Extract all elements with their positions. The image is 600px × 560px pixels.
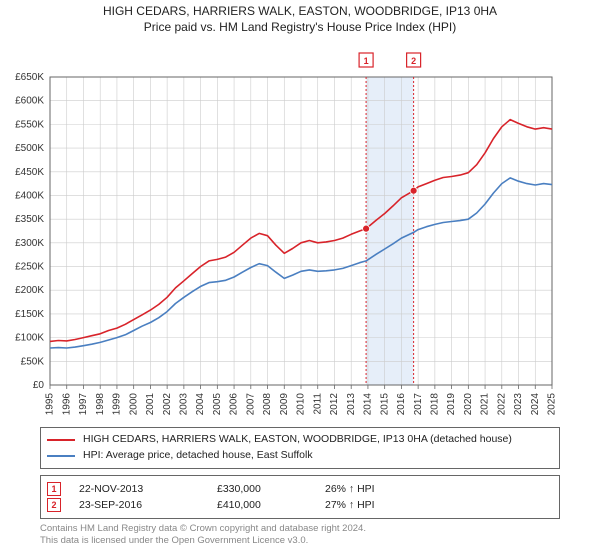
svg-text:1: 1 bbox=[364, 56, 369, 66]
svg-text:2005: 2005 bbox=[212, 393, 223, 416]
svg-text:£0: £0 bbox=[33, 380, 45, 391]
svg-text:£500K: £500K bbox=[15, 143, 44, 154]
legend: HIGH CEDARS, HARRIERS WALK, EASTON, WOOD… bbox=[40, 427, 560, 469]
event-price: £410,000 bbox=[217, 499, 307, 511]
svg-text:£300K: £300K bbox=[15, 238, 44, 249]
footer-line2: This data is licensed under the Open Gov… bbox=[40, 535, 600, 547]
svg-text:2000: 2000 bbox=[128, 393, 139, 416]
events-table: 1 22-NOV-2013 £330,000 26% ↑ HPI 2 23-SEP-201… bbox=[40, 475, 560, 519]
svg-text:£150K: £150K bbox=[15, 309, 44, 320]
event-pct: 27% ↑ HPI bbox=[325, 499, 375, 511]
svg-text:2012: 2012 bbox=[329, 393, 340, 416]
legend-label: HPI: Average price, detached house, East… bbox=[83, 448, 313, 464]
svg-text:£100K: £100K bbox=[15, 333, 44, 344]
svg-text:2014: 2014 bbox=[363, 393, 374, 416]
line-chart: £0 £50K £100K £150K £200K £250K £300K £350K £400… bbox=[0, 41, 560, 421]
svg-text:1997: 1997 bbox=[78, 393, 89, 416]
chart-area: £0 £50K £100K £150K £200K £250K £300K £350K £400… bbox=[0, 41, 560, 421]
svg-text:£650K: £650K bbox=[15, 72, 44, 83]
svg-text:2009: 2009 bbox=[279, 393, 290, 416]
legend-row: HIGH CEDARS, HARRIERS WALK, EASTON, WOOD… bbox=[47, 432, 553, 448]
event-date: 23-SEP-2016 bbox=[79, 499, 199, 511]
title-address: HIGH CEDARS, HARRIERS WALK, EASTON, WOOD… bbox=[0, 4, 600, 20]
svg-text:2025: 2025 bbox=[547, 393, 558, 416]
svg-text:2019: 2019 bbox=[446, 393, 457, 416]
event-marker: 1 bbox=[47, 482, 61, 496]
svg-text:2024: 2024 bbox=[530, 393, 541, 416]
svg-text:2003: 2003 bbox=[179, 393, 190, 416]
svg-text:2004: 2004 bbox=[195, 393, 206, 416]
event-row: 2 23-SEP-2016 £410,000 27% ↑ HPI bbox=[47, 498, 553, 512]
svg-text:2016: 2016 bbox=[396, 393, 407, 416]
svg-text:2010: 2010 bbox=[296, 393, 307, 416]
legend-label: HIGH CEDARS, HARRIERS WALK, EASTON, WOOD… bbox=[83, 432, 512, 448]
legend-swatch bbox=[47, 439, 75, 441]
svg-text:2023: 2023 bbox=[513, 393, 524, 416]
chart-figure: HIGH CEDARS, HARRIERS WALK, EASTON, WOOD… bbox=[0, 0, 600, 560]
legend-swatch bbox=[47, 455, 75, 457]
svg-text:2015: 2015 bbox=[379, 393, 390, 416]
footer-line1: Contains HM Land Registry data © Crown c… bbox=[40, 523, 600, 535]
event-marker: 2 bbox=[47, 498, 61, 512]
svg-text:2020: 2020 bbox=[463, 393, 474, 416]
footer: Contains HM Land Registry data © Crown c… bbox=[40, 523, 600, 548]
svg-text:2011: 2011 bbox=[312, 393, 323, 415]
svg-text:1998: 1998 bbox=[95, 393, 106, 416]
svg-text:£50K: £50K bbox=[21, 356, 45, 367]
svg-text:2001: 2001 bbox=[145, 393, 156, 416]
svg-text:2: 2 bbox=[411, 56, 416, 66]
event-date: 22-NOV-2013 bbox=[79, 483, 199, 495]
legend-row: HPI: Average price, detached house, East… bbox=[47, 448, 553, 464]
svg-text:£200K: £200K bbox=[15, 285, 44, 296]
svg-text:£450K: £450K bbox=[15, 167, 44, 178]
svg-text:1999: 1999 bbox=[112, 393, 123, 416]
svg-text:2021: 2021 bbox=[480, 393, 491, 416]
svg-text:£600K: £600K bbox=[15, 96, 44, 107]
svg-text:2018: 2018 bbox=[430, 393, 441, 416]
svg-text:£400K: £400K bbox=[15, 191, 44, 202]
event-row: 1 22-NOV-2013 £330,000 26% ↑ HPI bbox=[47, 482, 553, 496]
svg-text:1995: 1995 bbox=[45, 393, 56, 416]
event-pct: 26% ↑ HPI bbox=[325, 483, 375, 495]
event-price: £330,000 bbox=[217, 483, 307, 495]
svg-text:2022: 2022 bbox=[496, 393, 507, 416]
svg-text:2006: 2006 bbox=[229, 393, 240, 416]
svg-text:£350K: £350K bbox=[15, 214, 44, 225]
svg-text:2002: 2002 bbox=[162, 393, 173, 416]
svg-text:2013: 2013 bbox=[346, 393, 357, 416]
svg-text:2007: 2007 bbox=[245, 393, 256, 416]
svg-text:2008: 2008 bbox=[262, 393, 273, 416]
svg-text:2017: 2017 bbox=[413, 393, 424, 416]
svg-text:£550K: £550K bbox=[15, 120, 44, 131]
svg-text:£250K: £250K bbox=[15, 262, 44, 273]
title-block: HIGH CEDARS, HARRIERS WALK, EASTON, WOOD… bbox=[0, 0, 600, 37]
title-subtitle: Price paid vs. HM Land Registry's House … bbox=[0, 20, 600, 36]
svg-text:1996: 1996 bbox=[61, 393, 72, 416]
